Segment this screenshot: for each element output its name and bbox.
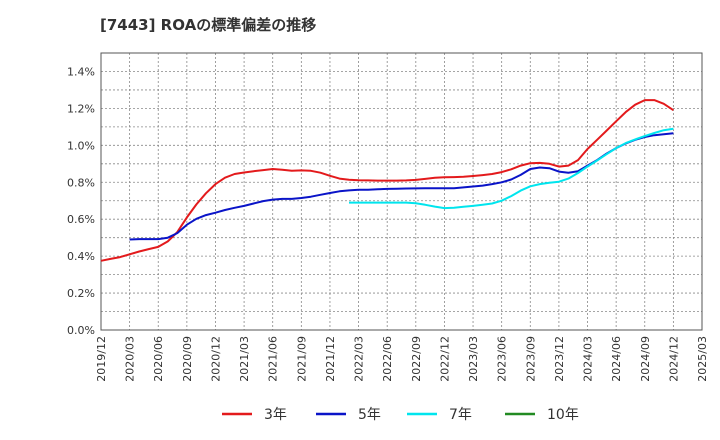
x-tick-label: 2021/06 xyxy=(267,336,280,382)
legend-label: 7年 xyxy=(449,407,472,423)
x-tick-label: 2020/03 xyxy=(124,336,137,382)
legend-label: 5年 xyxy=(358,407,381,423)
x-tick-label: 2022/09 xyxy=(410,336,423,382)
x-tick-label: 2021/03 xyxy=(238,336,251,382)
plot-border xyxy=(100,52,703,331)
x-tick-label: 2024/06 xyxy=(610,336,623,382)
y-tick-label: 0.6% xyxy=(67,213,95,226)
y-tick-label: 0.8% xyxy=(67,176,95,189)
series-line-5年 xyxy=(129,132,674,241)
legend-item: 3年 xyxy=(222,407,287,423)
x-tick-label: 2024/12 xyxy=(667,336,680,382)
legend-item: 5年 xyxy=(316,407,381,423)
x-tick-label: 2025/03 xyxy=(696,336,709,382)
legend-item: 10年 xyxy=(505,407,579,423)
x-axis-ticks: 2019/12 2020/03 2020/06 2020/09 2020/12 2021/… xyxy=(95,336,709,382)
y-tick-label: 1.4% xyxy=(67,65,95,78)
x-tick-label: 2019/12 xyxy=(95,336,108,382)
series-line-7年 xyxy=(349,127,674,210)
x-tick-label: 2024/09 xyxy=(639,336,652,382)
y-tick-label: 1.0% xyxy=(67,139,95,152)
series-lines xyxy=(100,99,674,262)
x-tick-label: 2023/09 xyxy=(524,336,537,382)
grid-lines xyxy=(100,52,703,331)
y-tick-label: 1.2% xyxy=(67,102,95,115)
x-tick-label: 2023/03 xyxy=(467,336,480,382)
x-tick-label: 2023/06 xyxy=(496,336,509,382)
x-tick-label: 2020/09 xyxy=(181,336,194,382)
y-tick-label: 0.2% xyxy=(67,287,95,300)
x-tick-label: 2020/12 xyxy=(209,336,222,382)
x-tick-label: 2022/12 xyxy=(438,336,451,382)
x-tick-label: 2023/12 xyxy=(553,336,566,382)
x-tick-label: 2021/09 xyxy=(295,336,308,382)
chart-title: [7443] ROAの標準偏差の推移 xyxy=(100,16,317,34)
y-tick-label: 0.0% xyxy=(67,324,95,337)
x-tick-label: 2020/06 xyxy=(152,336,165,382)
legend-label: 10年 xyxy=(547,407,579,423)
legend-label: 3年 xyxy=(264,407,287,423)
x-tick-label: 2022/03 xyxy=(353,336,366,382)
legend-item: 7年 xyxy=(407,407,472,423)
x-tick-label: 2024/03 xyxy=(582,336,595,382)
series-line-3年 xyxy=(100,99,674,262)
legend: 3年 5年 7年 10年 xyxy=(222,407,579,423)
y-tick-label: 0.4% xyxy=(67,250,95,263)
plot-frame xyxy=(100,52,703,331)
y-axis-ticks: 0.0% 0.2% 0.4% 0.6% 0.8% 1.0% 1.2% 1.4% xyxy=(67,65,95,337)
x-tick-label: 2022/06 xyxy=(381,336,394,382)
x-tick-label: 2021/12 xyxy=(324,336,337,382)
